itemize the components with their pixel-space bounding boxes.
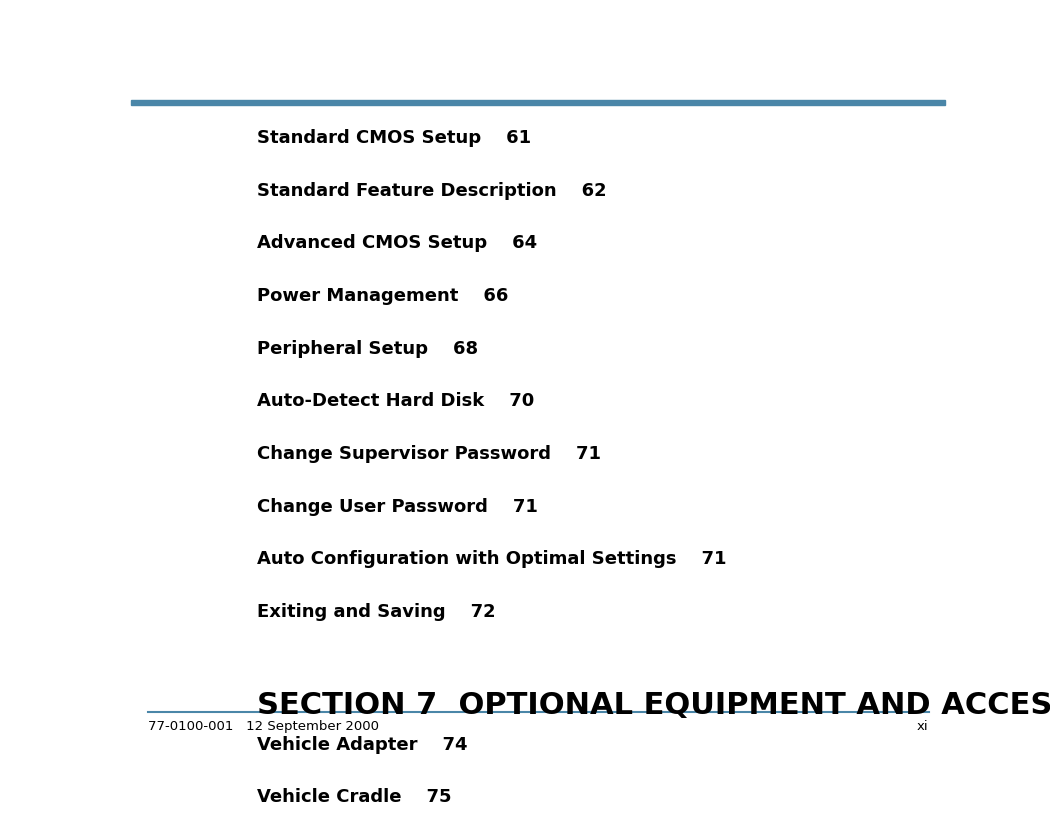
Text: 77-0100-001   12 September 2000: 77-0100-001 12 September 2000 <box>147 720 378 733</box>
Text: Auto-Detect Hard Disk    70: Auto-Detect Hard Disk 70 <box>257 392 534 410</box>
Text: Peripheral Setup    68: Peripheral Setup 68 <box>257 339 479 358</box>
Text: SECTION 7  OPTIONAL EQUIPMENT AND ACCESSORIES    73: SECTION 7 OPTIONAL EQUIPMENT AND ACCESSO… <box>257 691 1050 720</box>
Text: Standard CMOS Setup    61: Standard CMOS Setup 61 <box>257 129 531 147</box>
Text: Advanced CMOS Setup    64: Advanced CMOS Setup 64 <box>257 234 538 253</box>
Text: Change Supervisor Password    71: Change Supervisor Password 71 <box>257 445 602 463</box>
Text: Power Management    66: Power Management 66 <box>257 287 509 305</box>
Bar <box>131 100 945 104</box>
Text: Auto Configuration with Optimal Settings    71: Auto Configuration with Optimal Settings… <box>257 550 727 568</box>
Text: Exiting and Saving    72: Exiting and Saving 72 <box>257 603 496 620</box>
Text: xi: xi <box>917 720 929 733</box>
Text: Standard Feature Description    62: Standard Feature Description 62 <box>257 182 607 199</box>
Text: Vehicle Cradle    75: Vehicle Cradle 75 <box>257 788 452 806</box>
Text: Vehicle Adapter    74: Vehicle Adapter 74 <box>257 736 468 754</box>
Text: Change User Password    71: Change User Password 71 <box>257 498 539 515</box>
